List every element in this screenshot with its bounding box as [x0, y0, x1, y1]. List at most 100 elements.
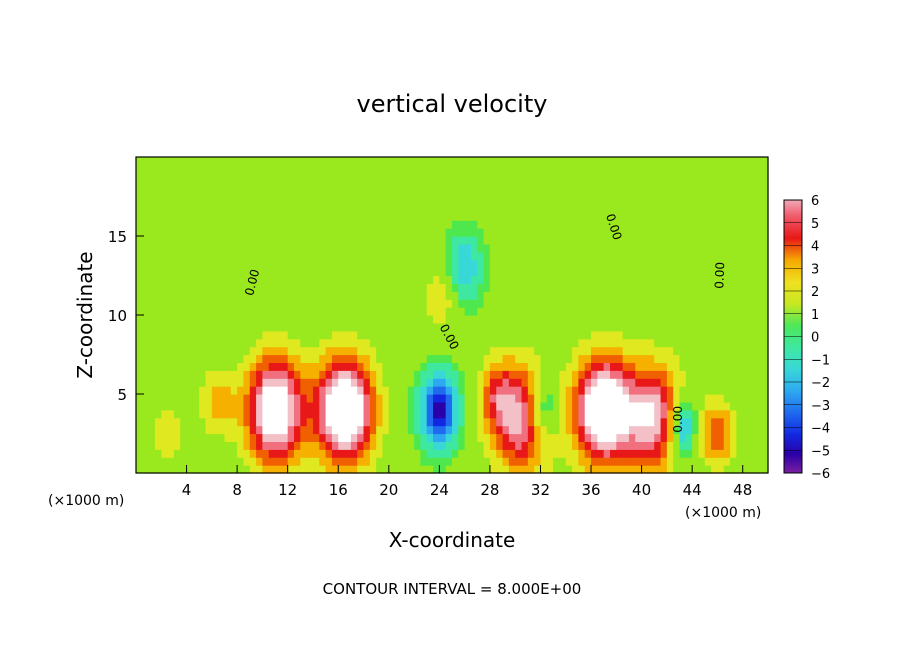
field-cell: [622, 386, 630, 395]
field-cell: [186, 164, 194, 174]
field-cell: [502, 409, 510, 419]
field-cell: [559, 172, 567, 182]
field-cell: [268, 307, 276, 316]
field-cell: [414, 386, 421, 395]
field-cell: [736, 338, 744, 348]
field-cell: [685, 370, 693, 379]
field-cell: [647, 291, 655, 300]
field-cell: [679, 346, 687, 356]
field-cell: [534, 180, 542, 190]
field-cell: [521, 449, 529, 458]
field-cell: [464, 370, 472, 379]
field-cell: [698, 401, 706, 411]
field-cell: [496, 164, 504, 174]
field-cell: [388, 307, 396, 316]
field-cell: [350, 338, 358, 348]
field-cell: [508, 164, 516, 174]
field-cell: [730, 188, 737, 198]
field-cell: [306, 449, 314, 458]
field-cell: [553, 196, 561, 205]
field-cell: [527, 394, 535, 403]
field-cell: [256, 338, 263, 348]
field-cell: [300, 243, 308, 253]
field-cell: [439, 212, 447, 221]
field-cell: [502, 212, 510, 221]
field-cell: [654, 457, 662, 466]
field-cell: [376, 228, 384, 237]
field-cell: [565, 267, 573, 277]
field-cell: [142, 275, 150, 284]
field-cell: [508, 417, 516, 427]
field-cell: [603, 164, 611, 174]
field-cell: [679, 315, 687, 324]
field-cell: [287, 409, 295, 419]
field-cell: [407, 449, 415, 458]
field-cell: [736, 291, 744, 300]
field-cell: [426, 291, 434, 300]
field-cell: [458, 291, 466, 300]
field-cell: [622, 315, 630, 324]
field-cell: [294, 228, 301, 237]
field-cell: [294, 465, 301, 474]
field-cell: [584, 441, 592, 450]
field-cell: [470, 212, 478, 221]
field-cell: [527, 322, 535, 332]
field-cell: [761, 354, 769, 363]
field-cell: [154, 212, 162, 221]
field-cell: [477, 157, 485, 166]
field-cell: [439, 354, 447, 363]
field-cell: [572, 236, 579, 245]
field-cell: [521, 370, 529, 379]
field-cell: [395, 236, 403, 245]
field-cell: [218, 449, 226, 458]
field-cell: [610, 378, 617, 387]
field-cell: [742, 212, 750, 221]
field-cell: [262, 370, 270, 379]
field-cell: [363, 236, 371, 245]
field-cell: [464, 338, 472, 348]
field-cell: [136, 307, 143, 316]
field-cell: [704, 172, 712, 182]
field-cell: [230, 370, 238, 379]
field-cell: [704, 457, 712, 466]
field-cell: [464, 307, 472, 316]
field-cell: [749, 370, 756, 379]
field-cell: [673, 220, 681, 229]
field-cell: [704, 299, 712, 308]
field-cell: [186, 354, 194, 363]
field-cell: [628, 243, 636, 253]
field-cell: [666, 330, 674, 340]
field-cell: [641, 346, 649, 356]
field-cell: [736, 275, 744, 284]
field-cell: [363, 220, 371, 229]
field-cell: [136, 465, 143, 474]
field-cell: [755, 236, 763, 245]
field-cell: [584, 212, 592, 221]
field-cell: [458, 157, 466, 166]
field-cell: [230, 236, 238, 245]
field-cell: [553, 441, 561, 450]
field-cell: [205, 204, 213, 213]
field-cell: [281, 433, 289, 442]
field-cell: [357, 330, 365, 340]
field-cell: [591, 283, 598, 292]
field-cell: [742, 354, 750, 363]
field-cell: [515, 322, 523, 332]
field-cell: [186, 220, 194, 229]
field-cell: [350, 299, 358, 308]
field-cell: [508, 386, 516, 395]
field-cell: [388, 409, 396, 419]
field-cell: [167, 346, 175, 356]
field-cell: [685, 346, 693, 356]
field-cell: [742, 251, 750, 261]
field-cell: [382, 370, 390, 379]
field-cell: [420, 330, 428, 340]
field-cell: [572, 307, 579, 316]
field-cell: [502, 425, 510, 435]
field-cell: [192, 204, 200, 213]
field-cell: [136, 204, 143, 213]
field-cell: [357, 157, 365, 166]
field-cell: [452, 204, 459, 213]
field-cell: [426, 370, 434, 379]
field-cell: [698, 180, 706, 190]
